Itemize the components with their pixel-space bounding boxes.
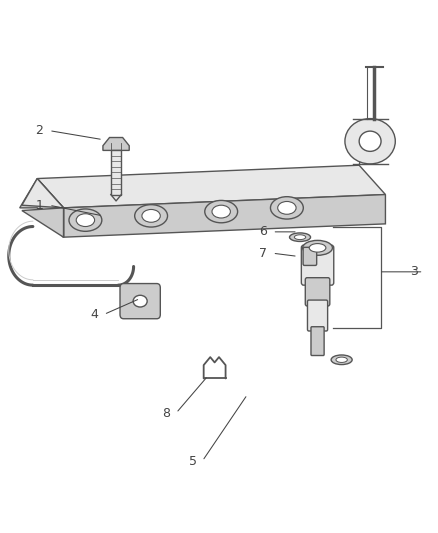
Ellipse shape (212, 205, 230, 218)
Ellipse shape (309, 244, 326, 252)
Ellipse shape (294, 235, 306, 240)
FancyBboxPatch shape (307, 300, 328, 331)
Polygon shape (20, 179, 64, 237)
Ellipse shape (359, 131, 381, 151)
Text: 8: 8 (162, 407, 170, 419)
Text: 2: 2 (35, 124, 43, 137)
Ellipse shape (205, 200, 237, 223)
Ellipse shape (133, 295, 147, 307)
Text: 6: 6 (259, 225, 267, 238)
Polygon shape (22, 208, 64, 237)
FancyBboxPatch shape (301, 245, 334, 285)
Ellipse shape (278, 201, 296, 214)
Polygon shape (37, 179, 64, 237)
FancyBboxPatch shape (120, 284, 160, 319)
Polygon shape (103, 138, 129, 150)
Ellipse shape (134, 205, 167, 227)
FancyBboxPatch shape (305, 278, 330, 306)
FancyBboxPatch shape (311, 327, 324, 356)
Text: 1: 1 (35, 199, 43, 212)
Ellipse shape (303, 240, 332, 255)
Bar (111, 150, 121, 195)
Ellipse shape (331, 355, 352, 365)
Text: 3: 3 (410, 265, 418, 278)
Text: 7: 7 (259, 247, 267, 260)
Ellipse shape (270, 197, 304, 219)
Ellipse shape (345, 119, 395, 164)
Polygon shape (22, 179, 64, 208)
FancyBboxPatch shape (303, 247, 317, 265)
Ellipse shape (76, 214, 95, 227)
Text: 5: 5 (189, 455, 197, 467)
Polygon shape (64, 195, 385, 237)
Ellipse shape (290, 233, 311, 241)
Ellipse shape (69, 209, 102, 231)
Text: 4: 4 (90, 308, 98, 321)
Ellipse shape (142, 209, 160, 222)
Polygon shape (37, 165, 385, 208)
Ellipse shape (336, 357, 347, 362)
